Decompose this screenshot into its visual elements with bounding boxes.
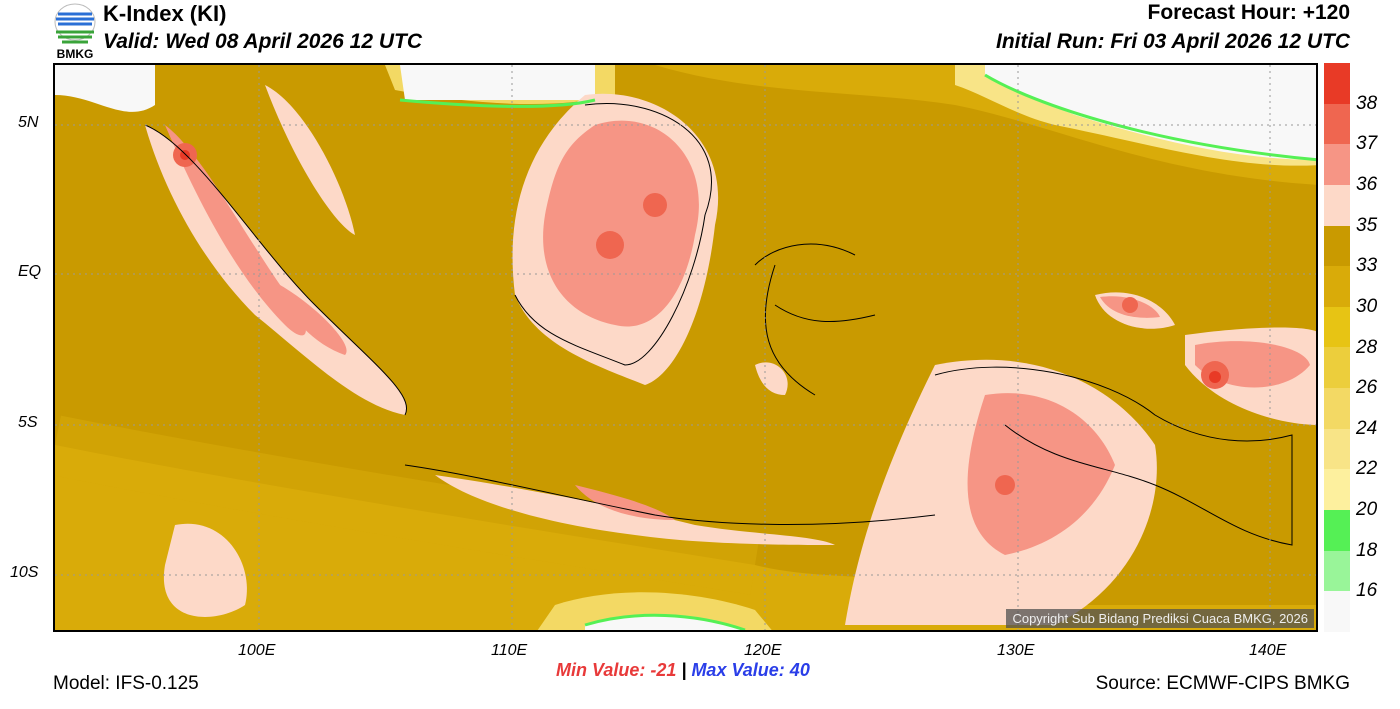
colorbar-segment [1324,144,1350,185]
colorbar-segment [1324,306,1350,348]
copyright-notice: Copyright Sub Bidang Prediksi Cuaca BMKG… [1006,609,1314,628]
colorbar-segment [1324,550,1350,592]
valid-time: Valid: Wed 08 April 2026 12 UTC [103,30,422,53]
bmkg-logo: BMKG [52,2,98,61]
colorbar-segment [1324,103,1350,145]
colorbar-label: 38 [1356,92,1378,114]
colorbar-segment [1324,184,1350,226]
max-value: Max Value: 40 [691,660,810,680]
lon-label: 100E [238,642,276,659]
model-label: Model: IFS-0.125 [53,673,199,694]
colorbar-segment [1324,510,1350,551]
forecast-hour: Forecast Hour: +120 [1147,1,1351,24]
colorbar-segment [1324,428,1350,470]
lat-label: 5S [18,414,38,431]
lon-label: 120E [744,642,782,659]
lon-label: 130E [997,642,1035,659]
colorbar-label: 30 [1356,295,1378,317]
colorbar-label: 16 [1356,580,1378,602]
min-value: Min Value: -21 [556,660,677,680]
separator: | [681,660,687,680]
colorbar-segment [1324,225,1350,267]
colorbar-label: 36 [1356,173,1378,195]
colorbar-label: 35 [1356,214,1378,236]
colorbar-segment [1324,266,1350,307]
colorbar-segment [1324,469,1350,511]
colorbar-segment [1324,347,1350,389]
colorbar-label: 37 [1356,133,1378,155]
colorbar-segment [1324,63,1350,104]
page-title: K-Index (KI) [103,1,227,26]
colorbar-label: 33 [1356,255,1378,277]
lon-label: 140E [1249,642,1287,659]
colorbar-label: 18 [1356,539,1378,561]
colorbar-label: 24 [1356,417,1378,439]
svg-text:BMKG: BMKG [57,47,94,60]
colorbar-label: 22 [1356,458,1378,480]
k-index-map: Copyright Sub Bidang Prediksi Cuaca BMKG… [53,63,1318,632]
lat-label: EQ [18,263,42,280]
lat-label: 5N [18,114,39,131]
lon-label: 110E [491,642,528,659]
colorbar-label: 26 [1356,377,1378,399]
colorbar-label: 28 [1356,336,1378,358]
colorbar-segment [1324,591,1350,632]
colorbar-label: 20 [1356,499,1378,521]
colorbar [1324,63,1350,632]
source-label: Source: ECMWF-CIPS BMKG [1095,673,1350,694]
lat-label: 10S [10,564,39,581]
colorbar-segment [1324,388,1350,429]
initial-run: Initial Run: Fri 03 April 2026 12 UTC [996,30,1350,53]
